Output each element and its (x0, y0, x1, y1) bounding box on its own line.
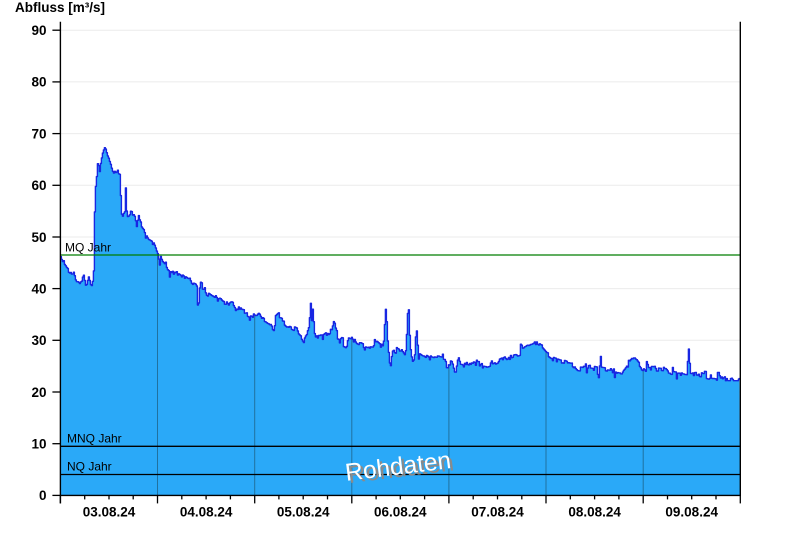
svg-text:70: 70 (31, 126, 46, 141)
svg-text:30: 30 (31, 333, 46, 348)
svg-text:20: 20 (31, 385, 46, 400)
svg-text:06.08.24: 06.08.24 (374, 505, 427, 520)
svg-text:0: 0 (39, 488, 47, 503)
svg-text:80: 80 (31, 75, 46, 90)
svg-text:03.08.24: 03.08.24 (83, 505, 136, 520)
svg-text:90: 90 (31, 23, 46, 38)
svg-text:07.08.24: 07.08.24 (471, 505, 524, 520)
svg-text:NQ Jahr: NQ Jahr (67, 460, 112, 474)
svg-text:09.08.24: 09.08.24 (665, 505, 718, 520)
svg-text:Abfluss [m³/s]: Abfluss [m³/s] (15, 0, 105, 15)
svg-text:MQ Jahr: MQ Jahr (65, 241, 111, 255)
svg-text:10: 10 (31, 437, 46, 452)
svg-text:MNQ Jahr: MNQ Jahr (67, 431, 122, 445)
svg-text:08.08.24: 08.08.24 (568, 505, 621, 520)
svg-text:50: 50 (31, 230, 46, 245)
svg-text:40: 40 (31, 281, 46, 296)
svg-text:05.08.24: 05.08.24 (277, 505, 330, 520)
svg-text:60: 60 (31, 178, 46, 193)
svg-text:04.08.24: 04.08.24 (180, 505, 233, 520)
